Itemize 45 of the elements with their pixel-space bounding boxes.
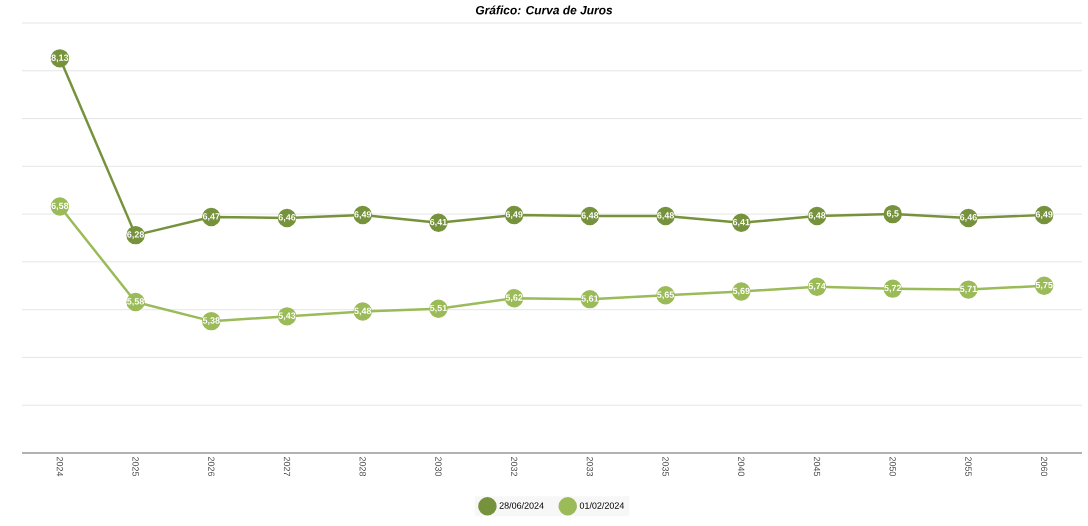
data-label: 6,48 (657, 212, 675, 220)
data-label: 5,71 (959, 285, 977, 294)
data-label: 5,51 (429, 304, 447, 313)
legend-label: 01/02/2024 (579, 502, 625, 509)
data-label: 5,75 (1035, 281, 1053, 290)
data-label: 6,49 (505, 211, 523, 219)
x-tick-label: 2027 (283, 456, 291, 477)
x-tick-label: 2050 (889, 456, 896, 477)
data-label: 5,48 (354, 307, 372, 316)
data-label: 5,58 (127, 298, 145, 306)
data-label: 5,74 (808, 282, 826, 291)
data-label: 5,65 (657, 291, 675, 300)
data-label: 5,72 (884, 284, 902, 293)
x-tick-label: 2060 (1040, 456, 1048, 477)
legend-label: 28/06/2024 (499, 502, 544, 509)
data-label: 6,58 (51, 202, 69, 211)
x-tick-label: 2024 (56, 456, 64, 477)
data-label: 6,41 (732, 218, 750, 227)
data-label: 5,69 (732, 287, 750, 296)
data-label: 5,61 (581, 295, 599, 303)
x-tick-label: 2032 (510, 456, 518, 477)
x-tick-label: 2025 (132, 456, 139, 477)
data-label: 6,5 (886, 210, 899, 218)
x-tick-label: 2045 (813, 456, 821, 477)
x-tick-label: 2026 (208, 456, 215, 477)
data-label: 5,62 (505, 294, 523, 303)
data-label: 6,49 (1035, 211, 1053, 219)
data-label: 5,43 (278, 312, 296, 321)
data-label: 6,47 (202, 213, 220, 221)
x-tick-label: 2040 (738, 456, 745, 477)
data-label: 6,46 (960, 214, 977, 222)
data-label: 8,13 (51, 54, 69, 63)
chart-title: Gráfico: Curva de Juros (475, 5, 613, 15)
data-label: 6,49 (354, 211, 372, 219)
x-tick-label: 2028 (359, 456, 366, 477)
data-label: 6,28 (127, 231, 145, 239)
x-tick-label: 2035 (662, 456, 669, 477)
data-label: 6,48 (581, 212, 599, 220)
data-label: 6,41 (430, 218, 447, 227)
data-label: 6,48 (808, 212, 826, 220)
data-label: 5,38 (202, 317, 220, 325)
x-tick-label: 2030 (435, 456, 442, 477)
data-label: 6,46 (278, 214, 296, 222)
x-tick-label: 2055 (965, 456, 972, 477)
x-tick-label: 2033 (586, 456, 594, 477)
